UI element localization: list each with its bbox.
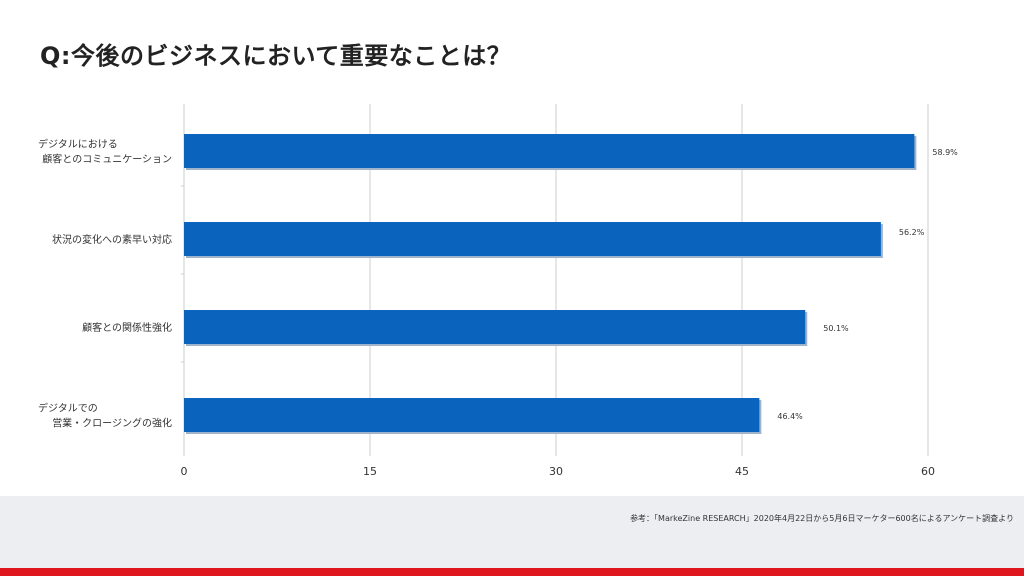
x-tick-label-4: 60 [921,465,935,478]
x-tick-label-1: 15 [363,465,377,478]
data-label-3: 46.4% [777,412,803,421]
data-label-1: 56.2% [899,228,925,237]
source-note: 参考：「MarkeZine RESEARCH」2020年4月22日から5月6日マ… [630,514,1014,523]
page-title: Q:今後のビジネスにおいて重要なことは？ [40,42,512,70]
x-tick-label-0: 0 [181,465,188,478]
category-label-0-line-1: 顧客とのコミュニケーション [42,153,172,166]
data-label-0: 58.9% [932,148,958,157]
category-label-1-line-0: 状況の変化への素早い対応 [52,233,172,246]
bar-1 [184,222,881,256]
category-label-0-line-0: デジタルにおける [38,138,118,151]
footer-band: 参考：「MarkeZine RESEARCH」2020年4月22日から5月6日マ… [0,496,1024,568]
bar-2 [184,310,806,344]
category-label-3-line-1: 営業・クロージングの強化 [52,417,172,430]
category-label-3-line-0: デジタルでの [38,402,98,415]
x-tick-label-2: 30 [549,465,563,478]
x-tick-label-3: 45 [735,465,749,478]
data-label-2: 50.1% [823,324,849,333]
bar-0 [184,134,915,168]
bar-3 [184,398,760,432]
category-label-2-line-0: 顧客との関係性強化 [82,321,172,334]
footer-accent-bar [0,568,1024,576]
